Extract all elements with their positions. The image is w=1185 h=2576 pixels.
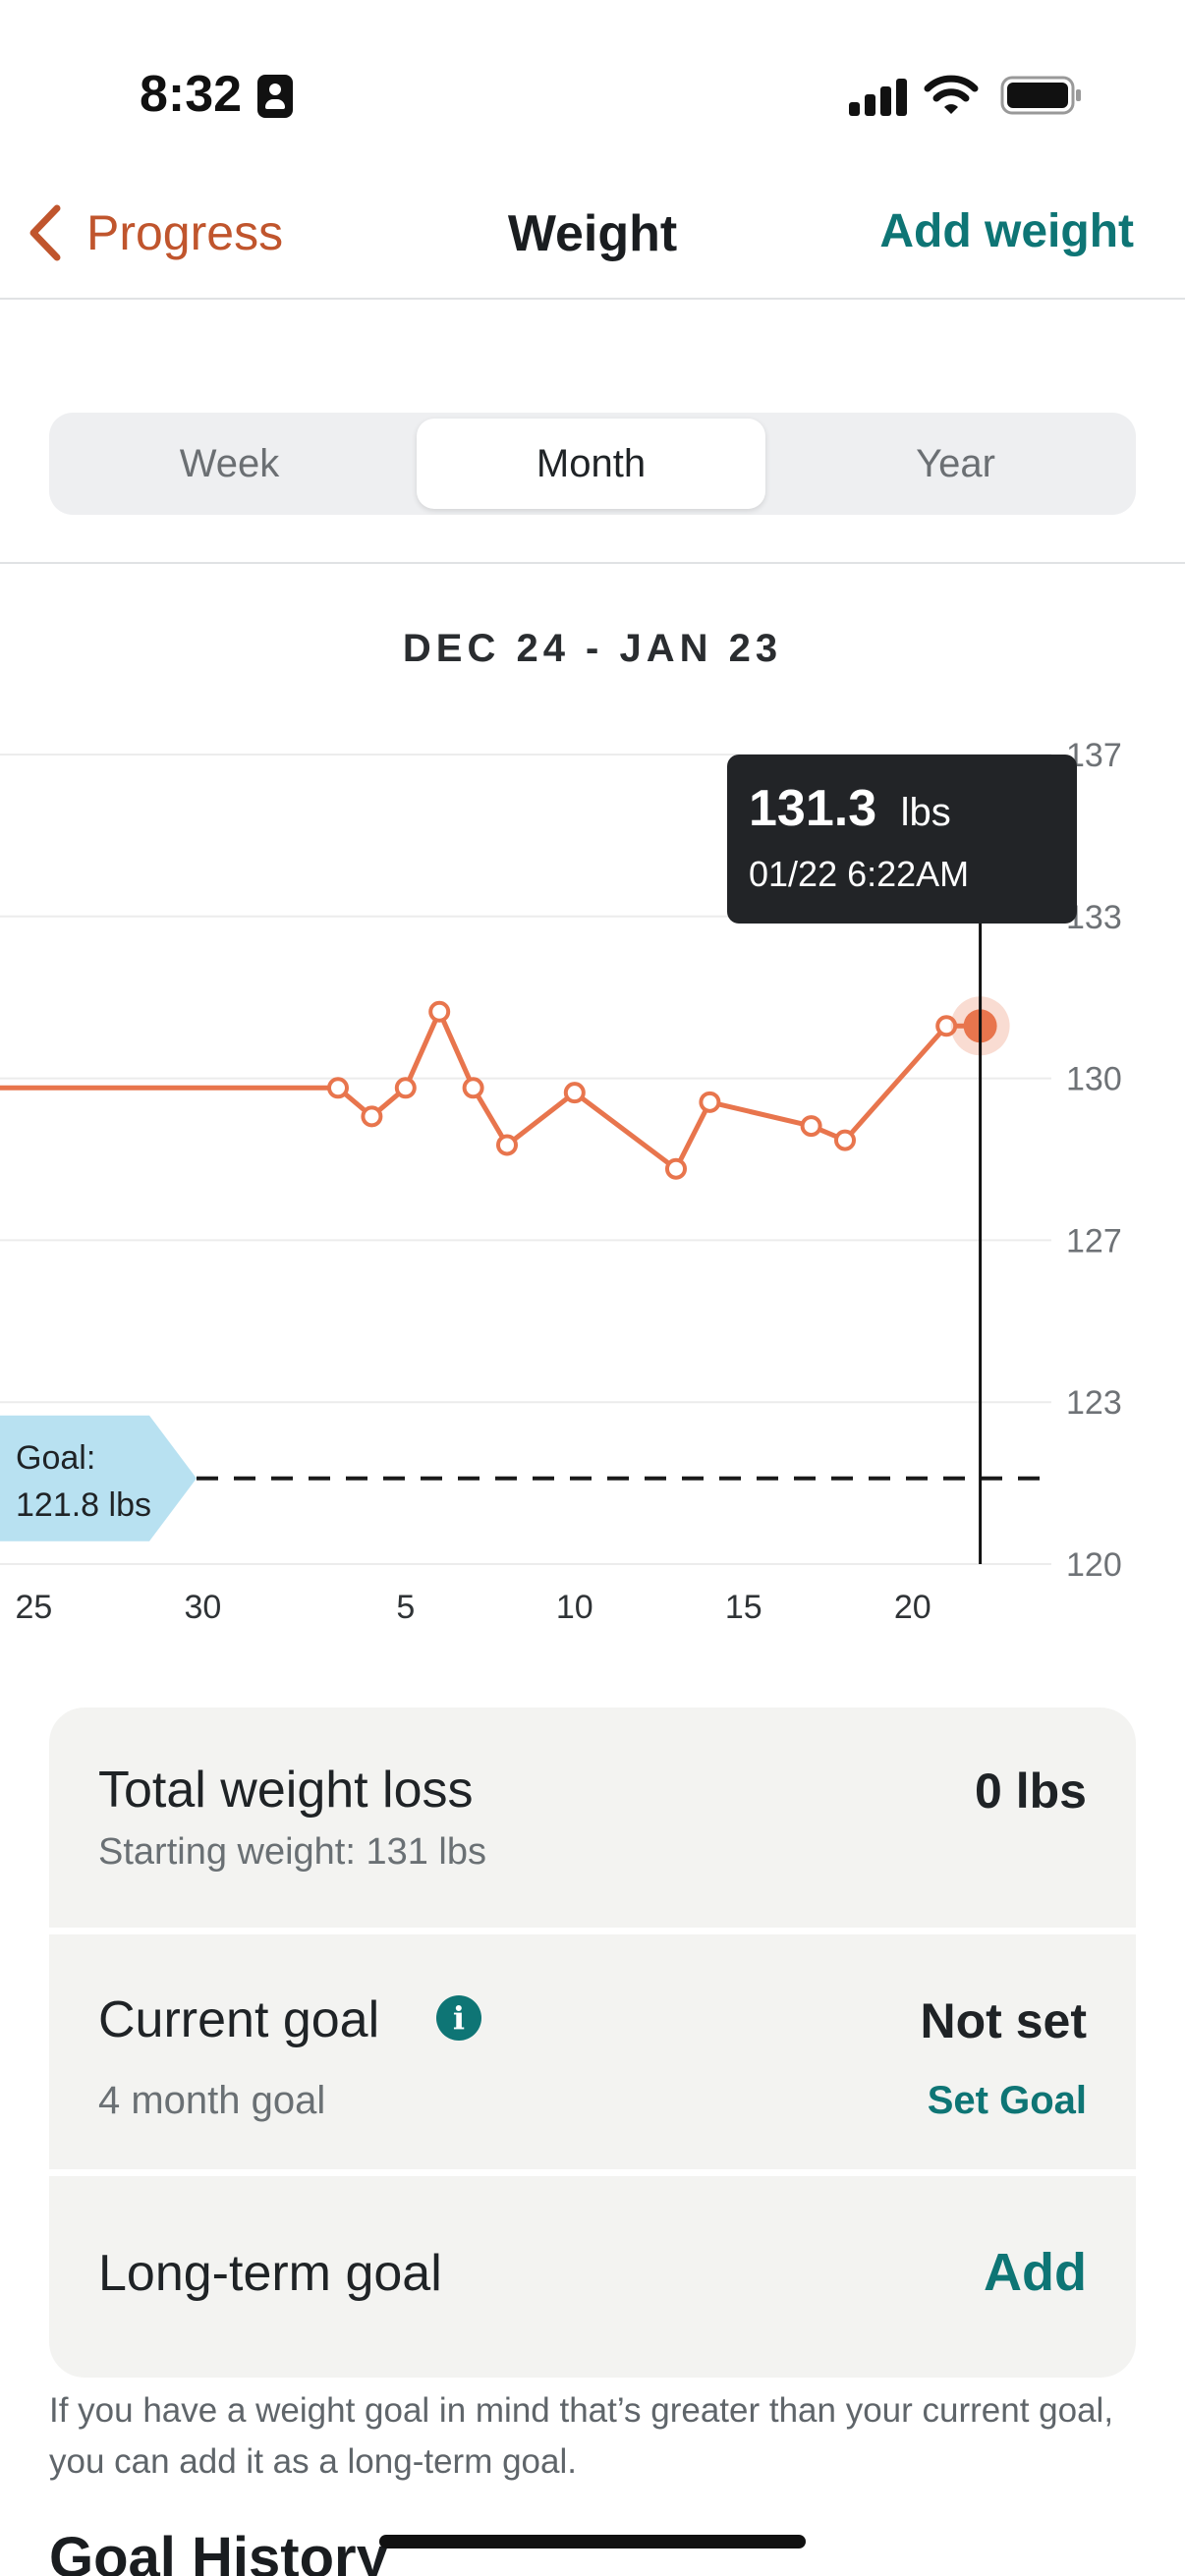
battery-icon: [1000, 76, 1081, 115]
row-divider: [49, 1928, 1136, 1934]
signal-icon: [849, 77, 908, 116]
add-long-term-goal-button[interactable]: Add: [984, 2243, 1087, 2302]
y-tick-label: 120: [1066, 1546, 1122, 1584]
page-title: Weight: [507, 205, 678, 262]
weight-point[interactable]: [496, 1134, 518, 1156]
y-tick-label: 130: [1066, 1061, 1122, 1098]
chevron-left-icon: [29, 204, 61, 261]
weight-point[interactable]: [800, 1115, 822, 1138]
segment-month[interactable]: Month: [417, 419, 765, 509]
back-label: Progress: [86, 205, 284, 260]
weight-point[interactable]: [462, 1077, 484, 1099]
tooltip-value: 131.3 lbs: [749, 780, 951, 837]
status-time: 8:32: [140, 66, 243, 123]
tooltip-unit: lbs: [901, 791, 951, 834]
goal-history-heading: Goal History: [49, 2526, 388, 2576]
weight-point[interactable]: [327, 1077, 349, 1099]
total-weight-loss-title: Total weight loss: [98, 1762, 474, 1819]
weight-series-line: [0, 1009, 981, 1172]
x-tick-label: 20: [894, 1589, 931, 1626]
long-term-goal-footnote: If you have a weight goal in mind that’s…: [49, 2391, 1114, 2481]
stats-card: Total weight loss 0 lbs Starting weight:…: [49, 1708, 1136, 2378]
x-tick-label: 15: [725, 1589, 762, 1626]
x-tick-label: 5: [396, 1589, 415, 1626]
info-icon[interactable]: i: [436, 1995, 481, 2041]
weight-point[interactable]: [563, 1082, 586, 1104]
section-divider: [0, 562, 1185, 564]
total-weight-loss-value: 0 lbs: [975, 1764, 1087, 1819]
set-goal-button[interactable]: Set Goal: [927, 2079, 1087, 2122]
goal-duration: 4 month goal: [98, 2079, 326, 2122]
x-tick-label: 25: [15, 1589, 52, 1626]
add-weight-button[interactable]: Add weight: [879, 205, 1134, 257]
back-button[interactable]: Progress: [26, 198, 283, 267]
tooltip-value-number: 131.3: [749, 780, 876, 837]
x-tick-label: 10: [556, 1589, 593, 1626]
weight-point[interactable]: [428, 1000, 451, 1023]
home-indicator: [379, 2535, 806, 2548]
y-tick-label: 123: [1066, 1384, 1122, 1422]
weight-point[interactable]: [699, 1091, 721, 1113]
weight-point[interactable]: [394, 1077, 417, 1099]
weight-point[interactable]: [935, 1015, 958, 1037]
y-tick-label: 127: [1066, 1222, 1122, 1260]
segment-year[interactable]: Year: [916, 441, 995, 485]
x-tick-label: 30: [184, 1589, 221, 1626]
row-divider: [49, 2169, 1136, 2176]
wifi-icon: [924, 75, 979, 114]
date-range: DEC 24 - JAN 23: [402, 627, 783, 670]
goal-flag: [0, 1415, 197, 1541]
weight-point[interactable]: [361, 1105, 383, 1128]
goal-flag-label: Goal:: [16, 1439, 95, 1477]
current-goal-title: Current goal: [98, 1991, 380, 2048]
period-segmented-control: Week Month Year: [49, 413, 1136, 515]
long-term-goal-title: Long-term goal: [98, 2245, 442, 2302]
weight-point[interactable]: [834, 1129, 856, 1151]
goal-flag-value: 121.8 lbs: [16, 1486, 151, 1524]
current-goal-value: Not set: [920, 1993, 1087, 2048]
nav-header: Progress Weight Add weight: [0, 167, 1185, 300]
segment-week[interactable]: Week: [179, 441, 280, 485]
tooltip-box: [727, 755, 1077, 924]
tooltip-timestamp: 01/22 6:22AM: [749, 854, 969, 894]
starting-weight: Starting weight: 131 lbs: [98, 1831, 487, 1873]
badge-icon: [257, 75, 293, 118]
weight-point[interactable]: [665, 1157, 687, 1180]
